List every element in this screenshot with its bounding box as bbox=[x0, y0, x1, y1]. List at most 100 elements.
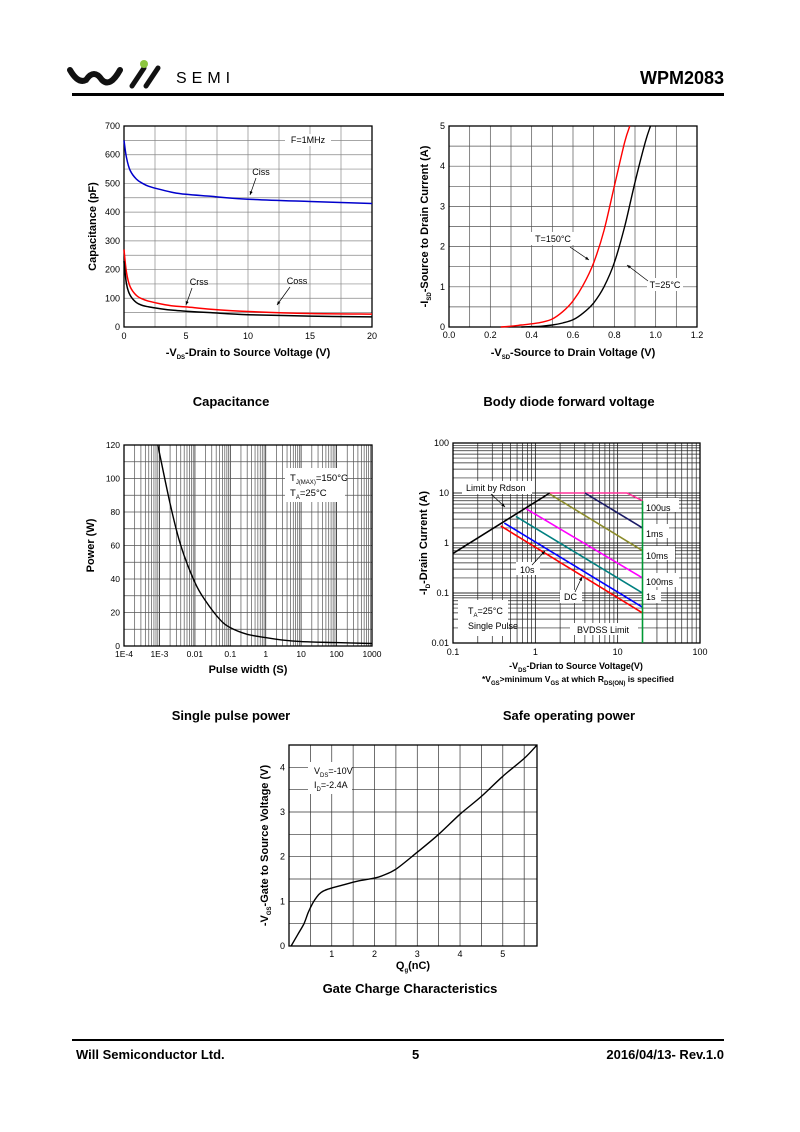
plot-frame bbox=[288, 744, 538, 947]
y-tick-label: 200 bbox=[105, 265, 120, 275]
label-t25: T=25°C bbox=[650, 280, 681, 290]
y-axis-title: -ID-Drain Current (A) bbox=[418, 491, 432, 595]
y-tick-label: 120 bbox=[106, 440, 120, 450]
x-tick-label: 4 bbox=[458, 949, 463, 959]
arrow-ciss-head bbox=[249, 191, 253, 195]
x-tick-label: 5 bbox=[183, 331, 188, 341]
y-tick-label: 2 bbox=[440, 242, 445, 252]
label-single-pulse: Single Pulse bbox=[468, 621, 518, 631]
y-tick-label: 100 bbox=[106, 474, 120, 484]
arrow-crss-head bbox=[185, 301, 189, 305]
series-1s bbox=[515, 515, 643, 594]
x-tick-label: 0.4 bbox=[525, 330, 538, 340]
footer-company: Will Semiconductor Ltd. bbox=[76, 1047, 225, 1062]
series-t25 bbox=[521, 125, 652, 328]
arrow-t25-head bbox=[627, 265, 631, 269]
arrow-dc-head bbox=[579, 577, 582, 581]
y-tick-label: 5 bbox=[440, 121, 445, 131]
x-axis-title: -VDS-Drian to Source Voltage(V) bbox=[509, 661, 643, 674]
x-tick-label: 0.1 bbox=[447, 647, 460, 657]
x-tick-label: 1 bbox=[329, 949, 334, 959]
series-1ms bbox=[584, 492, 643, 529]
label-background bbox=[643, 590, 661, 603]
y-tick-label: 3 bbox=[280, 807, 285, 817]
arrow-t25 bbox=[626, 264, 649, 282]
x-tick-label: 3 bbox=[415, 949, 420, 959]
y-tick-label: 500 bbox=[105, 178, 120, 188]
footer-rule bbox=[72, 1039, 724, 1041]
x-tick-label: 1.0 bbox=[649, 330, 662, 340]
arrow-t150 bbox=[569, 246, 590, 261]
header-rule bbox=[72, 93, 724, 96]
x-tick-label: 100 bbox=[329, 649, 343, 659]
arrow-coss bbox=[276, 286, 291, 306]
annotation-id: ID=-2.4A bbox=[314, 780, 348, 793]
x-tick-label: 100 bbox=[692, 647, 707, 657]
plot-frame bbox=[123, 444, 373, 647]
chart-body-diode: 0.0 0.2 0.4 0.6 0.8 1.0 1.2 0 1 2 3 4 5 T=150°C T=25°C… bbox=[419, 121, 703, 361]
y-tick-label: 80 bbox=[111, 507, 121, 517]
y-tick-label: 1 bbox=[444, 538, 449, 548]
label-background bbox=[308, 762, 352, 794]
label-background bbox=[516, 562, 540, 575]
y-tick-label: 0 bbox=[115, 322, 120, 332]
series-ciss bbox=[123, 140, 373, 205]
series-crss bbox=[123, 260, 373, 318]
caption-safe-operating: Safe operating power bbox=[502, 708, 636, 723]
arrow-rdson-head bbox=[501, 503, 505, 507]
y-tick-label: 0 bbox=[280, 941, 285, 951]
series-t150 bbox=[500, 125, 631, 328]
y-tick-label: 100 bbox=[434, 438, 449, 448]
x-axis-title: -VSD-Source to Drain Voltage (V) bbox=[491, 347, 656, 361]
y-tick-label: 40 bbox=[111, 574, 121, 584]
series-10s bbox=[503, 522, 643, 608]
y-tick-label: 4 bbox=[440, 161, 445, 171]
caption-body-diode: Body diode forward voltage bbox=[483, 394, 655, 409]
x-tick-label: 1E-3 bbox=[150, 649, 168, 659]
label-background bbox=[643, 498, 679, 512]
series-10ms bbox=[549, 493, 643, 552]
series-power bbox=[157, 444, 373, 645]
label-limit-by-rdson: Limit by Rdson bbox=[466, 483, 526, 493]
x-tick-label: 1E-4 bbox=[115, 649, 133, 659]
annotation-frequency: F=1MHz bbox=[291, 135, 326, 145]
footer-revision: 2016/04/13- Rev.1.0 bbox=[606, 1047, 724, 1062]
brand-text: SEMI bbox=[176, 70, 236, 87]
label-ciss: Ciss bbox=[252, 167, 270, 177]
x-axis-title: Pulse width (S) bbox=[209, 664, 288, 676]
x-tick-label: 0.8 bbox=[608, 330, 621, 340]
x-tick-label: 10 bbox=[243, 331, 253, 341]
y-tick-label: 1 bbox=[440, 282, 445, 292]
footer-page: 5 bbox=[412, 1047, 420, 1062]
label-t150: T=150°C bbox=[535, 234, 571, 244]
y-tick-label: 100 bbox=[105, 293, 120, 303]
y-tick-label: 0 bbox=[440, 322, 445, 332]
label-crss: Crss bbox=[190, 277, 209, 287]
annotation-ta: TA=25°C bbox=[290, 488, 327, 501]
x-tick-label: 10 bbox=[613, 647, 623, 657]
plot-frame bbox=[448, 125, 698, 328]
y-tick-label: 400 bbox=[105, 207, 120, 217]
x-tick-label: 0.01 bbox=[187, 649, 204, 659]
x-tick-label: 1.2 bbox=[691, 330, 704, 340]
label-background bbox=[462, 481, 532, 494]
y-tick-label: 4 bbox=[280, 762, 285, 772]
y-axis-title: -VGS-Gate to Source Voltage (V) bbox=[259, 765, 273, 927]
series-dc bbox=[500, 525, 643, 614]
label-10ms: 10ms bbox=[646, 551, 669, 561]
x-tick-label: 0.6 bbox=[567, 330, 580, 340]
caption-capacitance: Capacitance bbox=[192, 394, 270, 409]
arrow-coss-head bbox=[277, 301, 281, 305]
y-tick-label: 2 bbox=[280, 852, 285, 862]
series-vgs bbox=[290, 744, 538, 947]
series-100ms bbox=[525, 508, 643, 579]
x-tick-label: 0.0 bbox=[443, 330, 456, 340]
label-background bbox=[285, 468, 345, 502]
y-tick-label: 3 bbox=[440, 201, 445, 211]
label-1s: 1s bbox=[646, 592, 656, 602]
y-axis-title: -ISD-Source to Drain Current (A) bbox=[419, 145, 433, 307]
logo-dot bbox=[140, 60, 148, 68]
